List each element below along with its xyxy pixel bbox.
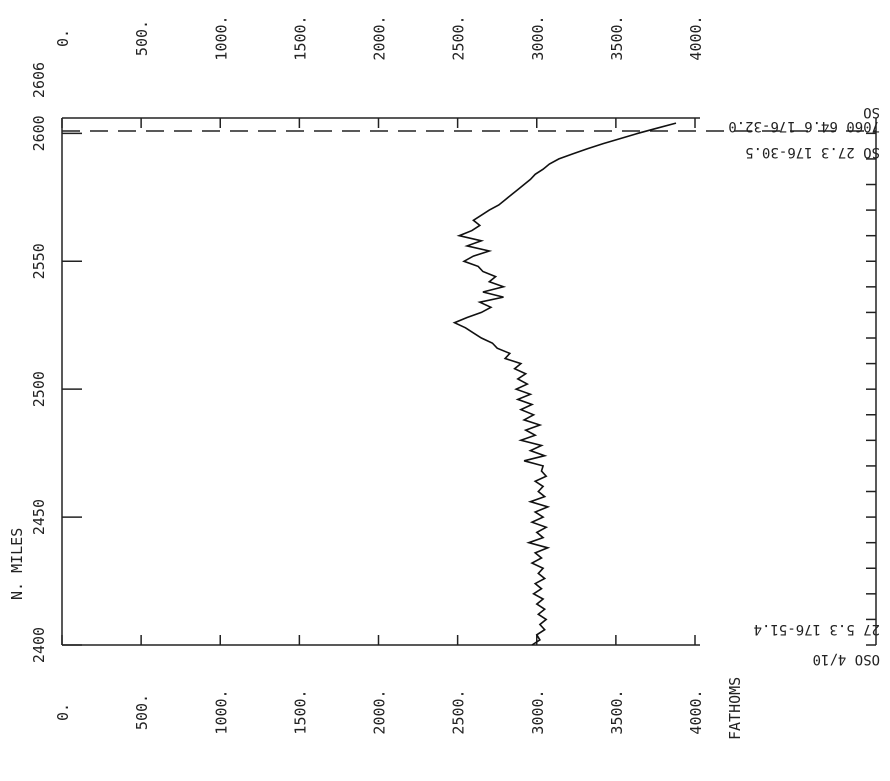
plot-frame	[61, 117, 877, 646]
depth-tick-label-bottom: 3000.	[529, 689, 547, 734]
annotation-top-right-2: 7060 64.6 176-32.0	[728, 118, 880, 134]
mile-tick-label: 2550	[30, 243, 48, 279]
depth-tick-label-top: 1500.	[291, 15, 309, 60]
mile-end-label: 2606	[30, 62, 48, 98]
annotation-top-right-3: SO	[863, 104, 880, 120]
depth-tick-label-top: 2500.	[450, 15, 468, 60]
depth-tick-label-top: 2000.	[371, 15, 389, 60]
x-axis-title: N. MILES	[8, 528, 26, 600]
mile-tick-label: 2400	[30, 627, 48, 663]
mile-tick-label: 2450	[30, 499, 48, 535]
depth-tick-label-top: 4000.	[687, 15, 705, 60]
mile-tick-label: 2500	[30, 371, 48, 407]
depth-tick-label-bottom: 1000.	[212, 689, 230, 734]
depth-tick-label-bottom: 0.	[54, 703, 72, 721]
depth-tick-label-bottom: 2500.	[450, 689, 468, 734]
series-depth-line	[452, 122, 677, 646]
depth-tick-label-top: 3500.	[608, 15, 626, 60]
depth-tick-label-top: 3000.	[529, 15, 547, 60]
depth-tick-label-bottom: 3500.	[608, 689, 626, 734]
depth-tick-label-bottom: 2000.	[371, 689, 389, 734]
annotation-bottom-right-2: OSO 4/10	[813, 651, 880, 667]
depth-tick-label-bottom: 4000.	[687, 689, 705, 734]
depth-tick-label-top: 0.	[54, 29, 72, 47]
depth-tick-label-top: 1000.	[212, 15, 230, 60]
depth-tick-label-top: 500.	[133, 20, 151, 56]
depth-tick-label-bottom: 1500.	[291, 689, 309, 734]
annotation-bottom-right-1: 27 5.3 176-51.4	[754, 621, 880, 637]
mile-tick-label: 2600	[30, 115, 48, 151]
y-axis-title: FATHOMS	[726, 677, 744, 740]
tick-labels: 0. 0. 500. 500. 1000. 1000. 1500. 1500. 2000. 200…	[30, 15, 705, 734]
depth-tick-label-bottom: 500.	[133, 694, 151, 730]
tick-marks	[61, 118, 876, 646]
annotation-top-right-1: SO 27.3 176-30.5	[745, 144, 880, 160]
